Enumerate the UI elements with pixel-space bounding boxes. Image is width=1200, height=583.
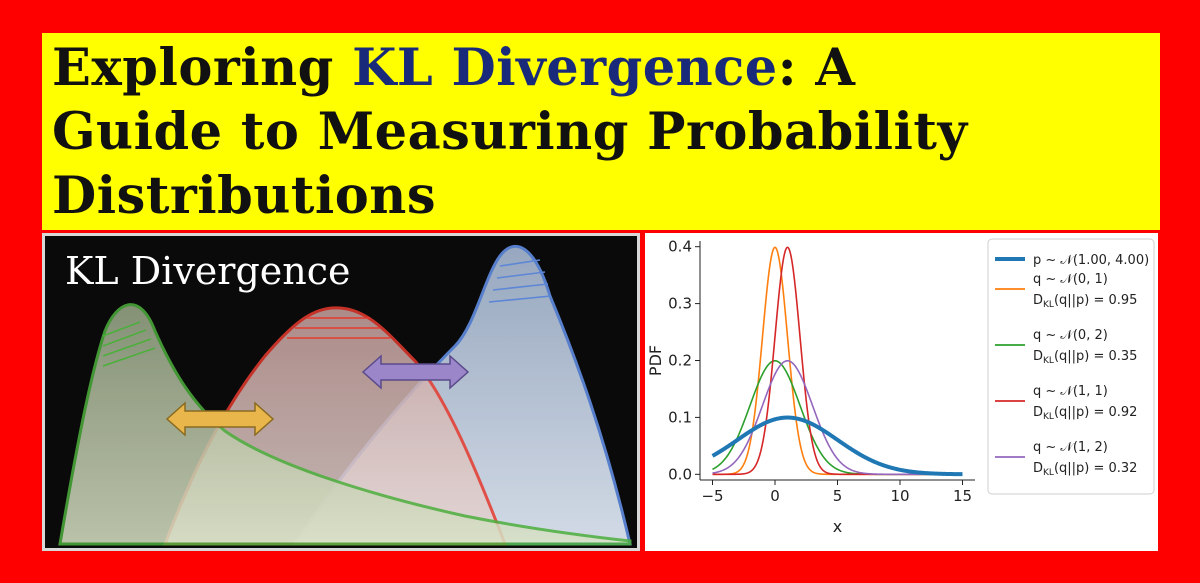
kl-illustration: KL Divergence	[42, 233, 640, 551]
x-tick-label: 15	[953, 487, 972, 505]
purple-double-arrow	[361, 354, 470, 390]
green-hatch-lines	[102, 321, 156, 367]
title-text: Exploring	[52, 38, 353, 98]
x-tick-label: −5	[701, 487, 723, 505]
x-tick-label: 5	[833, 487, 843, 505]
title-line-2: Guide to Measuring Probability	[52, 102, 968, 162]
title-text: : A	[777, 38, 856, 98]
y-tick-label: 0.0	[668, 465, 692, 483]
title-banner: Exploring KL Divergence: A Guide to Meas…	[42, 33, 1160, 230]
chart-legend: p ~ 𝒩(1.00, 4.00) q ~ 𝒩(0, 1) DKL(q||p) = …	[987, 238, 1155, 495]
y-tick-label: 0.1	[668, 408, 692, 426]
title-line-1: Exploring KL Divergence: A	[52, 39, 855, 97]
pdf-chart-panel: −5 0 5 10 15 0.0 0.1 0.2 0.3 0.4 x PDF p ~ 𝒩(1.00, …	[645, 233, 1158, 551]
legend-kl-3: DKL(q||p) = 0.92	[1033, 405, 1137, 422]
title-highlight: KL Divergence	[352, 38, 778, 98]
kl-illustration-svg: KL Divergence	[58, 244, 632, 546]
red-hatch-lines	[287, 317, 390, 339]
legend-label-p: p ~ 𝒩(1.00, 4.00)	[1033, 253, 1149, 268]
legend-label-1: q ~ 𝒩(0, 1)	[1033, 272, 1108, 287]
legend-kl-1: DKL(q||p) = 0.95	[1033, 293, 1137, 310]
legend-kl-2: DKL(q||p) = 0.35	[1033, 349, 1137, 366]
y-tick-label: 0.2	[668, 352, 692, 370]
x-tick-label: 10	[890, 487, 909, 505]
chart-axes: −5 0 5 10 15 0.0 0.1 0.2 0.3 0.4 x PDF	[646, 238, 975, 536]
blue-hatch-lines	[488, 259, 552, 303]
chart-curves	[711, 246, 964, 477]
legend-label-2: q ~ 𝒩(0, 2)	[1033, 328, 1108, 343]
legend-box	[987, 238, 1155, 495]
legend-label-4: q ~ 𝒩(1, 2)	[1033, 440, 1108, 455]
series-line-4	[712, 360, 963, 476]
x-tick-label: 0	[770, 487, 780, 505]
legend-label-3: q ~ 𝒩(1, 1)	[1033, 384, 1108, 399]
y-tick-label: 0.4	[668, 238, 692, 256]
x-axis-label: x	[833, 517, 842, 536]
illustration-heading: KL Divergence	[65, 249, 351, 293]
y-tick-label: 0.3	[668, 295, 692, 313]
pdf-chart: −5 0 5 10 15 0.0 0.1 0.2 0.3 0.4 x PDF p ~ 𝒩(1.00, …	[646, 238, 1155, 536]
series-line-0	[711, 415, 964, 477]
title-line-3: Distributions	[52, 166, 437, 226]
legend-kl-4: DKL(q||p) = 0.32	[1033, 461, 1137, 478]
series-line-2	[712, 360, 963, 476]
gold-double-arrow	[165, 401, 275, 437]
y-axis-label: PDF	[646, 345, 665, 376]
